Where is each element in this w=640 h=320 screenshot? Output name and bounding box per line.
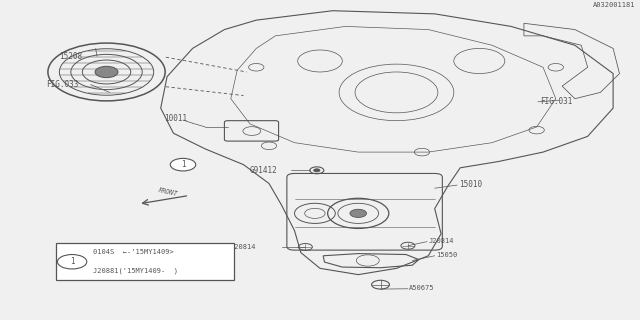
Circle shape: [170, 158, 196, 171]
Text: 0104S  ←-'15MY1409>: 0104S ←-'15MY1409>: [93, 249, 173, 255]
Circle shape: [58, 254, 87, 269]
Text: FIG.033: FIG.033: [46, 80, 78, 89]
Text: 15010: 15010: [459, 180, 482, 189]
Circle shape: [95, 66, 118, 78]
Text: FIG.031: FIG.031: [540, 97, 572, 106]
Text: G91412: G91412: [250, 166, 278, 175]
Text: A032001181: A032001181: [593, 2, 636, 8]
Circle shape: [314, 169, 320, 172]
Text: J20881('15MY1409-  ): J20881('15MY1409- ): [93, 268, 177, 275]
Text: 1: 1: [180, 160, 186, 169]
Text: A50675: A50675: [409, 285, 435, 291]
Circle shape: [350, 209, 367, 218]
Text: J20814: J20814: [428, 238, 454, 244]
Text: 15208: 15208: [59, 52, 82, 61]
Text: 15050: 15050: [436, 252, 458, 258]
Bar: [56, 243, 234, 280]
Text: 1: 1: [70, 257, 74, 266]
Text: 10011: 10011: [164, 114, 187, 123]
Text: FRONT: FRONT: [158, 187, 179, 197]
Text: J20814: J20814: [231, 244, 256, 250]
